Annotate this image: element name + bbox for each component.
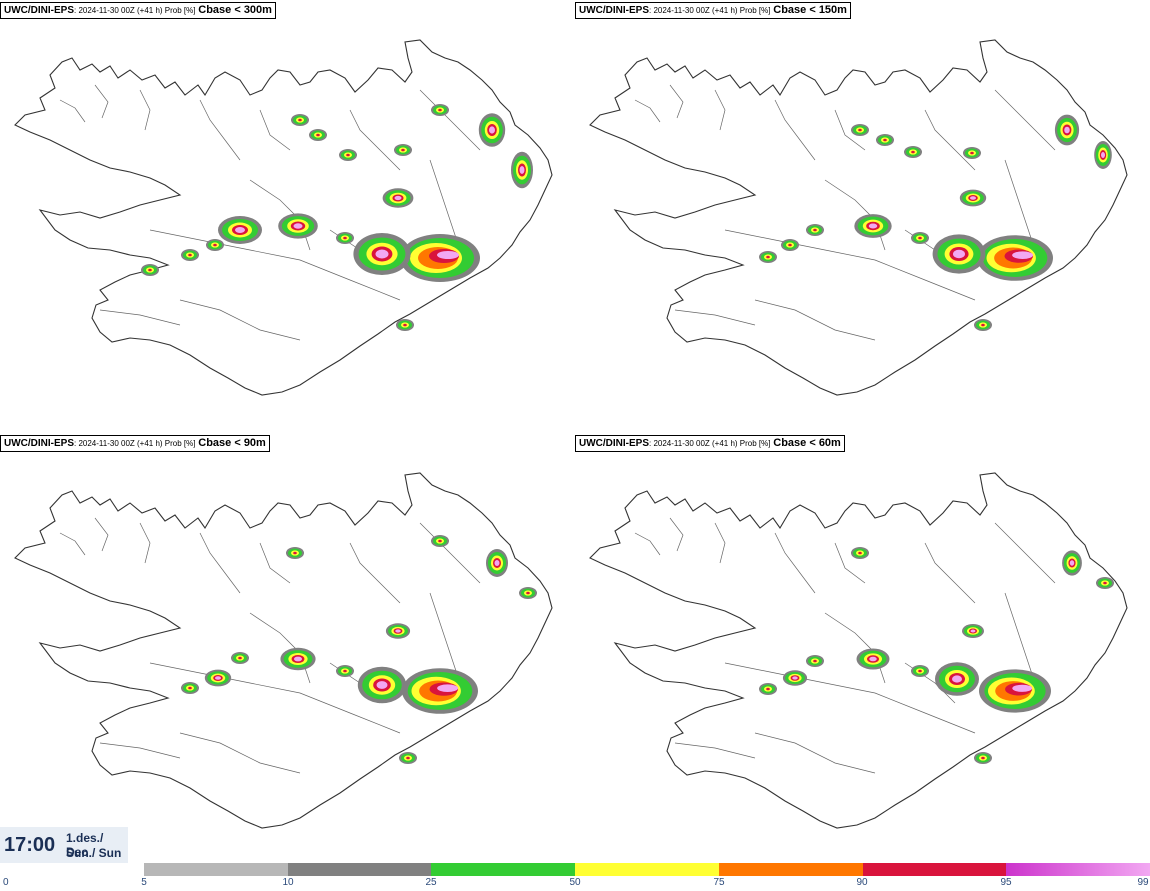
legend-segment-50-75 (575, 863, 719, 876)
iceland-map (14, 39, 553, 396)
legend-segment-25-50 (431, 863, 576, 876)
run-meta: : 2024-11-30 00Z (+41 h) Prob [%] (74, 6, 196, 15)
legend-tick: 0 (3, 877, 9, 888)
variable-label: Cbase < 90m (198, 437, 266, 449)
panel-title: UWC/DINI-EPS: 2024-11-30 00Z (+41 h) Pro… (575, 435, 845, 452)
valid-time: 17:00 (4, 834, 56, 856)
model-source: UWC/DINI-EPS (579, 5, 649, 16)
legend-tick: 5 (141, 877, 147, 888)
map-panel-cbase-300: UWC/DINI-EPS: 2024-11-30 00Z (+41 h) Pro… (0, 0, 575, 430)
map-panel-cbase-90: UWC/DINI-EPS: 2024-11-30 00Z (+41 h) Pro… (0, 433, 575, 863)
run-meta: : 2024-11-30 00Z (+41 h) Prob [%] (74, 439, 196, 448)
map-panel-cbase-150: UWC/DINI-EPS: 2024-11-30 00Z (+41 h) Pro… (575, 0, 1150, 430)
run-meta: : 2024-11-30 00Z (+41 h) Prob [%] (649, 6, 771, 15)
legend-tick: 10 (282, 877, 294, 888)
legend-segment-95-99 (1006, 863, 1150, 876)
legend-tick: 50 (569, 877, 581, 888)
legend-segment-75-90 (718, 863, 863, 876)
variable-label: Cbase < 300m (198, 4, 272, 16)
legend-tick: 90 (856, 877, 868, 888)
valid-time-box: 17:00 1.des./ Dec Sun./ Sun (0, 827, 128, 863)
valid-date-line2: Sun./ Sun (66, 846, 122, 860)
legend-tick: 99 (1137, 877, 1149, 888)
legend-color-bar (144, 863, 1150, 876)
variable-label: Cbase < 60m (773, 437, 841, 449)
iceland-map (589, 472, 1128, 829)
panel-title: UWC/DINI-EPS: 2024-11-30 00Z (+41 h) Pro… (0, 2, 276, 19)
model-source: UWC/DINI-EPS (579, 438, 649, 449)
legend-segment-5-10 (144, 863, 288, 876)
legend-segment-10-25 (287, 863, 432, 876)
legend-segment-90-95 (862, 863, 1007, 876)
panel-title: UWC/DINI-EPS: 2024-11-30 00Z (+41 h) Pro… (0, 435, 270, 452)
run-meta: : 2024-11-30 00Z (+41 h) Prob [%] (649, 439, 771, 448)
model-source: UWC/DINI-EPS (4, 5, 74, 16)
legend-tick: 75 (713, 877, 725, 888)
valid-date-line1: 1.des./ Dec (66, 831, 104, 859)
legend-tick: 25 (425, 877, 437, 888)
iceland-map (14, 472, 553, 829)
legend-tick: 95 (1000, 877, 1012, 888)
map-panel-cbase-60: UWC/DINI-EPS: 2024-11-30 00Z (+41 h) Pro… (575, 433, 1150, 863)
variable-label: Cbase < 150m (773, 4, 847, 16)
iceland-map (589, 39, 1128, 396)
model-source: UWC/DINI-EPS (4, 438, 74, 449)
panel-title: UWC/DINI-EPS: 2024-11-30 00Z (+41 h) Pro… (575, 2, 851, 19)
